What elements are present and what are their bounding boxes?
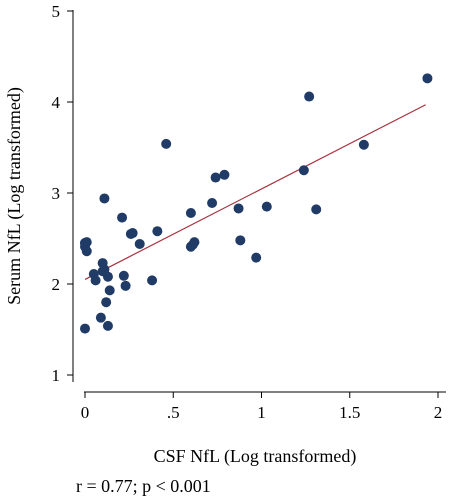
data-point — [304, 91, 315, 102]
data-point — [298, 165, 309, 176]
data-point — [81, 246, 92, 257]
data-point — [134, 238, 145, 249]
data-point — [185, 208, 196, 219]
data-point — [235, 235, 246, 246]
data-point — [422, 73, 433, 84]
data-point — [161, 138, 172, 149]
stats-annotation: r = 0.77; p < 0.001 — [76, 476, 211, 496]
data-point — [104, 285, 115, 296]
data-point — [99, 193, 110, 204]
data-point — [120, 280, 131, 291]
data-point — [358, 139, 369, 150]
fit-line-layer — [84, 104, 426, 280]
data-points — [80, 73, 433, 334]
x-tick-label: 1.5 — [339, 403, 360, 422]
data-point — [101, 297, 112, 308]
data-point — [117, 212, 128, 223]
data-point — [152, 226, 163, 237]
data-point — [147, 275, 158, 286]
data-point — [261, 201, 272, 212]
data-point — [187, 239, 198, 250]
data-point — [311, 204, 322, 215]
x-tick-label: 0 — [81, 403, 90, 422]
data-point — [219, 169, 230, 180]
data-point — [80, 238, 90, 249]
x-tick-label: 2 — [434, 403, 443, 422]
axes — [72, 10, 446, 393]
data-point — [118, 270, 129, 281]
regression-line — [84, 104, 426, 280]
y-tick-label: 1 — [52, 366, 61, 385]
data-point — [97, 266, 108, 277]
y-tick-label: 4 — [52, 93, 61, 112]
y-tick-label: 5 — [52, 2, 61, 21]
x-axis-title: CSF NfL (Log transformed) — [154, 446, 357, 467]
y-tick-label: 3 — [52, 184, 61, 203]
ticks: 1 2 3 4 5 0 .5 1 1.5 2 — [52, 2, 443, 422]
y-axis-title: Serum NfL (Log transformed) — [4, 87, 25, 305]
data-point — [102, 320, 113, 331]
data-point — [233, 203, 244, 214]
y-tick-label: 2 — [52, 275, 61, 294]
data-point — [95, 312, 106, 323]
data-point — [210, 172, 221, 183]
data-point — [251, 252, 262, 263]
data-point — [90, 275, 101, 286]
data-point — [207, 198, 218, 209]
data-point — [127, 228, 138, 239]
x-tick-label: 1 — [257, 403, 266, 422]
data-point — [80, 323, 90, 334]
x-tick-label: .5 — [167, 403, 180, 422]
